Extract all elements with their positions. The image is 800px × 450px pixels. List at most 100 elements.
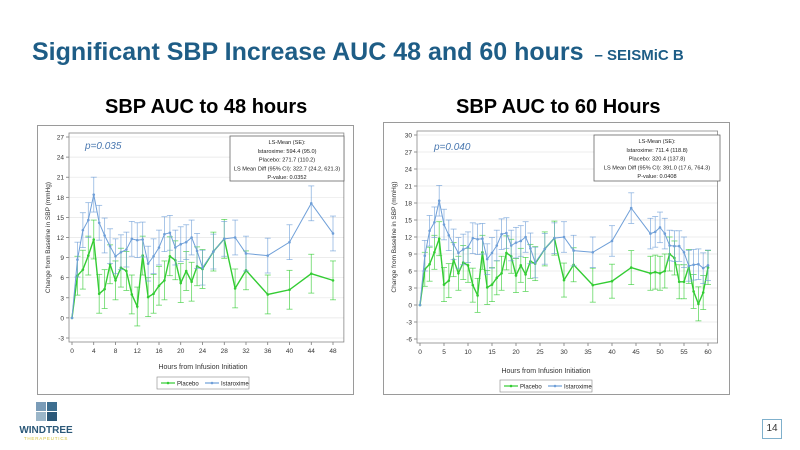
- data-point: [490, 283, 494, 286]
- data-point: [87, 254, 90, 257]
- y-tick-label: 6: [60, 275, 64, 282]
- data-point: [481, 237, 484, 240]
- data-point: [212, 250, 215, 253]
- series-istaroxime: [418, 185, 711, 307]
- data-point: [157, 284, 161, 288]
- x-tick-label: 44: [308, 348, 316, 355]
- legend-box: [156, 376, 250, 390]
- legend-label: Placebo: [177, 382, 199, 388]
- data-point: [288, 288, 291, 292]
- data-point: [461, 248, 465, 251]
- data-point: [146, 295, 150, 299]
- stats-line: Istaroxime: 711.4 (118.8): [626, 148, 687, 154]
- y-tick-label: 3: [60, 295, 64, 302]
- data-point: [509, 244, 513, 247]
- data-point: [701, 291, 705, 294]
- data-point: [677, 244, 681, 248]
- data-point: [692, 263, 695, 267]
- chart-heading-48h: SBP AUC to 48 hours: [105, 96, 308, 118]
- y-tick-label: 6: [408, 269, 412, 276]
- data-point: [437, 237, 441, 240]
- data-point: [331, 279, 335, 282]
- y-tick-label: 0: [408, 303, 412, 310]
- stats-line: Placebo: 320.4 (137.8): [629, 157, 686, 163]
- data-point: [288, 240, 291, 244]
- data-point: [163, 232, 166, 236]
- data-point: [682, 251, 686, 254]
- x-tick-label: 40: [608, 349, 616, 356]
- data-point: [447, 234, 451, 237]
- y-tick-label: 24: [57, 155, 65, 162]
- y-tick-label: 3: [408, 286, 412, 293]
- data-point: [108, 244, 112, 248]
- data-point: [524, 235, 527, 239]
- y-tick-label: 12: [57, 235, 65, 242]
- logo-text: WINDTREE: [19, 425, 73, 436]
- legend-marker: [509, 384, 513, 388]
- data-point: [331, 232, 335, 235]
- data-point: [649, 232, 652, 235]
- series-istaroxime: [70, 176, 336, 320]
- data-point: [195, 249, 199, 253]
- data-point: [471, 283, 475, 287]
- data-point: [81, 268, 85, 271]
- page-number: 14: [762, 419, 782, 439]
- y-tick-label: 18: [57, 195, 65, 202]
- data-point: [629, 266, 633, 269]
- data-point: [529, 247, 532, 250]
- x-tick-label: 35: [584, 349, 592, 356]
- stats-line: LS Mean Diff (95% CI): 391.0 (17.6, 764.…: [604, 165, 710, 171]
- data-point: [653, 270, 657, 274]
- data-point: [135, 305, 139, 308]
- data-point: [500, 232, 503, 236]
- data-point: [610, 279, 614, 283]
- data-point: [697, 302, 700, 306]
- x-tick-label: 28: [221, 348, 229, 355]
- data-point: [70, 316, 74, 320]
- data-point: [653, 230, 657, 234]
- data-point: [233, 236, 237, 239]
- data-point: [692, 290, 695, 293]
- y-tick-label: 9: [408, 252, 412, 259]
- data-point: [174, 246, 177, 249]
- data-point: [233, 287, 237, 290]
- p-value-annotation: p=0.040: [433, 142, 471, 153]
- y-tick-label: -3: [406, 320, 412, 327]
- data-point: [114, 254, 117, 258]
- logo-subtext: THERAPEUTICS: [24, 436, 68, 441]
- data-point: [428, 229, 431, 233]
- x-tick-label: 55: [680, 349, 688, 356]
- x-tick-label: 5: [442, 349, 446, 356]
- data-point: [668, 244, 671, 247]
- y-tick-label: 9: [60, 255, 64, 262]
- plot-frame: [416, 130, 719, 344]
- data-point: [190, 236, 193, 239]
- stats-line: LS Mean Diff (95% CI): 322.7 (24.2, 621.…: [234, 166, 340, 172]
- x-tick-label: 0: [418, 349, 422, 356]
- stats-line: P-value: 0.0352: [267, 175, 306, 181]
- x-tick-label: 25: [536, 349, 544, 356]
- data-point: [266, 254, 270, 257]
- x-tick-label: 16: [155, 348, 163, 355]
- data-point: [168, 254, 172, 258]
- data-point: [476, 237, 479, 241]
- data-point: [447, 279, 451, 282]
- data-point: [706, 264, 710, 267]
- y-tick-label: 27: [405, 150, 413, 157]
- data-point: [184, 240, 188, 244]
- x-tick-label: 48: [329, 348, 337, 355]
- data-point: [697, 262, 700, 266]
- windtree-logo: WINDTREE THERAPEUTICS: [8, 400, 88, 442]
- legend-label: Istaroxime: [221, 382, 249, 388]
- y-tick-label: 12: [405, 235, 413, 242]
- y-tick-label: -6: [406, 337, 412, 344]
- data-point: [125, 248, 128, 251]
- data-point: [92, 238, 96, 241]
- data-point: [485, 257, 489, 261]
- data-point: [505, 231, 508, 235]
- x-tick-label: 8: [114, 348, 118, 355]
- chart-auc-60h: -6 -3 0 3 6 9 12 15 18 21 24 27 30 0 5 10 15 20 25 30 35 40 45…: [383, 122, 730, 395]
- data-point: [495, 276, 499, 280]
- series-placebo: [70, 219, 336, 327]
- x-tick-label: 15: [488, 349, 496, 356]
